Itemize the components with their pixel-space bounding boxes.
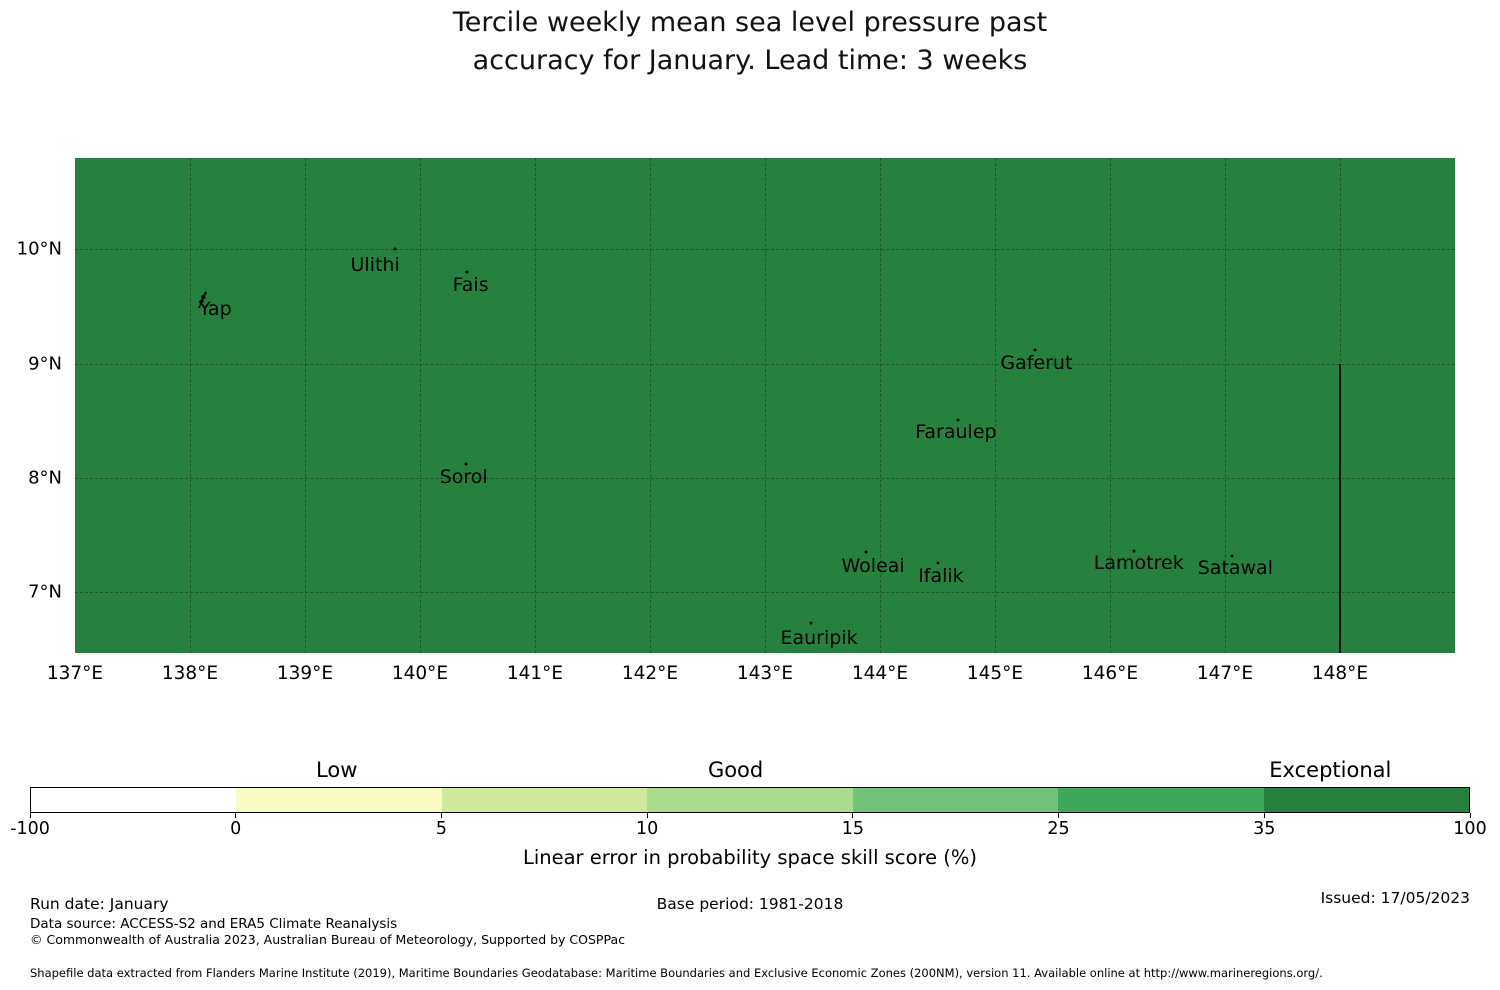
place-label-gaferut: Gaferut	[1000, 351, 1073, 374]
colorbar-category-good: Good	[707, 758, 764, 782]
x-tick-label: 138°E	[161, 663, 219, 684]
colorbar	[30, 787, 1470, 813]
title-line-2: accuracy for January. Lead time: 3 weeks	[472, 45, 1028, 76]
colorbar-tick-value: 35	[1253, 819, 1276, 839]
colorbar-tick-mark	[1469, 813, 1471, 818]
meridian-gridline	[765, 158, 766, 653]
colorbar-tick-mark	[235, 813, 237, 818]
place-label-lamotrek: Lamotrek	[1093, 551, 1184, 574]
x-axis-tick-labels: 137°E 138°E 139°E 140°E 141°E 142°E 143°E 144°E…	[47, 663, 1455, 689]
island-dot-woleai	[864, 550, 868, 554]
x-tick-label: 145°E	[966, 663, 1024, 684]
footer-copyright: © Commonwealth of Australia 2023, Austra…	[30, 932, 625, 947]
colorbar-segment-6	[1263, 788, 1469, 812]
x-tick-label: 146°E	[1081, 663, 1139, 684]
place-label-woleai: Woleai	[841, 555, 905, 578]
place-label-sorol: Sorol	[439, 465, 488, 488]
footer-shapefile-note: Shapefile data extracted from Flanders M…	[30, 966, 1323, 980]
figure-title: Tercile weekly mean sea level pressure p…	[0, 4, 1500, 80]
x-tick-label: 143°E	[736, 663, 794, 684]
place-label-satawal: Satawal	[1197, 557, 1273, 580]
eez-boundary-line	[1339, 363, 1341, 653]
colorbar-axis-label: Linear error in probability space skill …	[522, 846, 978, 869]
footer-issued-date: Issued: 17/05/2023	[1320, 889, 1470, 907]
footer-run-date: Run date: January	[30, 895, 169, 913]
colorbar-tick-mark	[29, 813, 31, 818]
colorbar-tick-mark	[1058, 813, 1060, 818]
place-label-faraulep: Faraulep	[915, 421, 997, 444]
place-label-eauripik: Eauripik	[780, 627, 858, 650]
island-dot-lamotrek	[1132, 549, 1136, 553]
place-label-ifalik: Ifalik	[918, 565, 964, 588]
y-tick-label: 7°N	[28, 581, 62, 603]
parallel-gridline	[75, 363, 1455, 365]
meridian-gridline	[1225, 158, 1226, 653]
map-canvas: Ulithi Fais Yap Gaferut Faraulep Sorol Woleai I…	[75, 158, 1455, 653]
colorbar-tick-mark	[440, 813, 442, 818]
colorbar-segment-4	[852, 788, 1059, 812]
place-label-ulithi: Ulithi	[350, 254, 400, 277]
colorbar-tick-value: 25	[1047, 819, 1070, 839]
footer-base-period: Base period: 1981-2018	[656, 895, 844, 913]
colorbar-segment-1	[236, 788, 442, 812]
colorbar-tick-value: 10	[636, 819, 659, 839]
island-dot-satawal	[1230, 554, 1234, 558]
parallel-gridline	[75, 592, 1455, 594]
x-tick-label: 148°E	[1311, 663, 1369, 684]
colorbar-tick-mark	[646, 813, 648, 818]
y-tick-label: 8°N	[28, 467, 62, 489]
meridian-gridline	[305, 158, 306, 653]
colorbar-segment-5	[1058, 788, 1264, 812]
colorbar-tick-value: 15	[841, 819, 864, 839]
colorbar-segment-2	[441, 788, 648, 812]
meridian-gridline	[535, 158, 536, 653]
island-dot-faraulep	[956, 418, 960, 422]
colorbar-segment-3	[647, 788, 853, 812]
parallel-gridline	[75, 249, 1455, 251]
title-line-1: Tercile weekly mean sea level pressure p…	[452, 7, 1048, 38]
colorbar-tick-value: 5	[435, 819, 447, 839]
place-label-yap: Yap	[198, 297, 232, 320]
colorbar-tick-mark	[852, 813, 854, 818]
meridian-gridline	[420, 158, 421, 653]
place-label-fais: Fais	[452, 273, 489, 296]
meridian-gridline	[995, 158, 996, 653]
x-tick-label: 137°E	[46, 663, 104, 684]
island-dot-eauripik	[809, 621, 813, 625]
meridian-gridline	[650, 158, 651, 653]
colorbar-tick-mark	[1263, 813, 1265, 818]
island-dot-ulithi	[393, 247, 397, 251]
island-dot-gaferut	[1033, 348, 1037, 352]
colorbar-segment-0	[31, 788, 237, 812]
y-tick-label: 10°N	[16, 238, 62, 260]
x-tick-label: 141°E	[506, 663, 564, 684]
colorbar-category-labels: Low Good Exceptional	[30, 758, 1470, 786]
x-tick-label: 139°E	[276, 663, 334, 684]
y-tick-label: 9°N	[28, 353, 62, 375]
meridian-gridline	[1110, 158, 1111, 653]
island-dot-sorol	[464, 462, 468, 466]
x-tick-label: 144°E	[851, 663, 909, 684]
island-outline-yap	[195, 290, 209, 314]
colorbar-tick-value: 100	[1453, 819, 1487, 839]
colorbar-tick-labels: -100 0 5 10 15 25 35 100	[10, 819, 1487, 841]
colorbar-tick-value: -100	[10, 819, 50, 839]
colorbar-category-low: Low	[316, 758, 358, 782]
x-tick-label: 147°E	[1196, 663, 1254, 684]
island-dot-fais	[465, 270, 469, 274]
colorbar-tick-value: 0	[230, 819, 242, 839]
footer-data-source: Data source: ACCESS-S2 and ERA5 Climate …	[30, 916, 398, 932]
x-tick-label: 140°E	[391, 663, 449, 684]
meridian-gridline	[190, 158, 191, 653]
island-dot-ifalik	[936, 561, 939, 565]
colorbar-category-exceptional: Exceptional	[1269, 758, 1392, 782]
parallel-gridline	[75, 478, 1455, 480]
colorbar-tick-marks	[29, 813, 1471, 818]
y-axis-tick-labels: 10°N 9°N 8°N 7°N	[0, 158, 62, 653]
x-tick-label: 142°E	[621, 663, 679, 684]
meridian-gridline	[880, 158, 881, 653]
